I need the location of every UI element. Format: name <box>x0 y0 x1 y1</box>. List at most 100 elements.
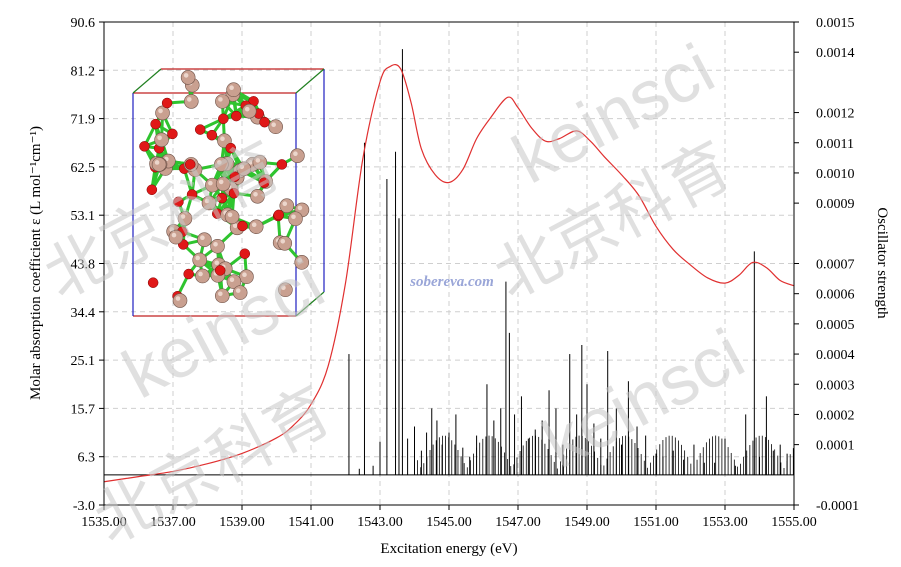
oxygen-atom <box>228 188 240 199</box>
oxygen-atom <box>139 141 150 152</box>
atom-highlight <box>235 288 241 293</box>
y-right-tick-label: 0.0007 <box>816 258 855 273</box>
oxygen-atom <box>184 159 196 170</box>
molecule-inset <box>132 68 325 317</box>
y-right-tick-label: 0.0005 <box>816 318 855 333</box>
oxygen-atom <box>194 124 206 135</box>
oxygen-atom <box>273 209 284 221</box>
metal-atom <box>248 219 264 235</box>
y-axis-left-title: Molar absorption coefficient ε (L mol⁻¹c… <box>28 126 44 400</box>
atom-highlight <box>297 205 303 211</box>
oxygen-atom <box>150 118 161 130</box>
oxygen-atom <box>225 142 237 154</box>
atom-highlight <box>220 136 225 142</box>
x-tick-label: 1545.00 <box>426 515 472 530</box>
metal-atom <box>268 119 283 135</box>
atom-highlight <box>214 260 220 266</box>
oxygen-atom <box>229 171 241 183</box>
x-tick-label: 1555.00 <box>771 515 817 530</box>
atom-highlight <box>217 291 223 297</box>
y-right-tick-label: 0.0014 <box>816 46 855 61</box>
y-right-tick-label: 0.0004 <box>816 348 855 363</box>
atom-highlight <box>218 97 223 102</box>
metal-atom <box>180 70 196 85</box>
atom-highlight <box>232 223 238 229</box>
oxygen-atom <box>259 116 270 128</box>
atom-highlight <box>183 73 189 78</box>
x-tick-label: 1541.00 <box>288 515 334 530</box>
watermarks: keinsci keinscikeinsci北京科育北京科育北京科育soberev… <box>33 29 756 557</box>
y-left-tick-label: 25.1 <box>71 354 96 369</box>
metal-atom <box>215 94 230 109</box>
y-right-tick-label: 0.0003 <box>816 378 855 393</box>
y-left-tick-label: 81.2 <box>71 64 96 79</box>
y-left-tick-label: 53.1 <box>71 209 96 224</box>
metal-atom <box>226 82 241 98</box>
oxygen-atom <box>147 277 159 288</box>
oxygen-atom <box>218 113 229 125</box>
oxygen-atom <box>183 268 194 280</box>
x-tick-label: 1553.00 <box>702 515 748 530</box>
cell-edge <box>295 68 325 94</box>
y-right-tick-label: 0.0001 <box>816 439 855 454</box>
metal-atom <box>192 252 207 268</box>
y-left-tick-label: 90.6 <box>71 16 96 31</box>
oxygen-atom <box>237 220 248 232</box>
atom-highlight <box>291 214 296 220</box>
y-right-tick-label: 0.0006 <box>816 288 855 303</box>
y-right-tick-label: 0.0015 <box>816 16 855 31</box>
oscillator-sticks <box>104 49 794 476</box>
atom-highlight <box>293 151 298 156</box>
atom-highlight <box>204 198 210 204</box>
atom-highlight <box>157 135 162 141</box>
metal-atom <box>195 268 210 284</box>
oxygen-atom <box>173 196 184 208</box>
cell-edge <box>295 291 325 317</box>
oxygen-atom <box>161 97 173 109</box>
watermark-site: sobereva.com <box>409 274 494 290</box>
atom-highlight <box>171 232 177 238</box>
oxygen-atom <box>276 159 288 170</box>
atom-highlight <box>251 222 257 228</box>
x-tick-label: 1547.00 <box>495 515 541 530</box>
atom-highlight <box>213 241 218 247</box>
x-tick-label: 1549.00 <box>564 515 610 530</box>
y-left-tick-label: 43.8 <box>71 258 96 273</box>
atom-highlight <box>180 214 186 219</box>
oxygen-atom <box>258 177 270 188</box>
atom-highlight <box>154 160 160 165</box>
atom-highlight <box>280 238 286 244</box>
cell-edge <box>132 68 162 94</box>
metal-atom <box>154 132 169 148</box>
atom-highlight <box>281 285 286 291</box>
oxygen-atom <box>146 184 158 196</box>
atom-highlight <box>229 85 234 91</box>
y-left-tick-label: -3.0 <box>73 499 95 514</box>
metal-atom <box>210 238 225 254</box>
atom-highlight <box>239 164 245 170</box>
y-left-tick-label: 6.3 <box>78 451 96 466</box>
atom-highlight <box>208 180 213 186</box>
atom-highlight <box>186 97 192 102</box>
y-left-tick-label: 34.4 <box>71 306 96 321</box>
atom-highlight <box>198 271 203 277</box>
y-axis-right-title: Oscillator strength <box>874 207 890 319</box>
y-right-tick-label: 0.0011 <box>816 137 854 152</box>
oxygen-atom <box>239 248 251 259</box>
atom-highlight <box>229 277 235 283</box>
atom-highlight <box>297 258 303 263</box>
metal-atom <box>288 211 303 227</box>
atom-highlight <box>282 201 288 207</box>
atom-highlight <box>255 158 261 163</box>
atom-highlight <box>175 296 181 301</box>
y-left-tick-label: 62.5 <box>71 161 96 176</box>
oxygen-atom <box>167 128 178 140</box>
atom-highlight <box>158 108 163 114</box>
atom-highlight <box>271 122 276 128</box>
y-right-tick-label: -0.0001 <box>816 499 859 514</box>
x-tick-label: 1537.00 <box>150 515 196 530</box>
metal-atom <box>183 94 199 109</box>
metal-atom <box>290 148 305 163</box>
x-tick-label: 1539.00 <box>219 515 265 530</box>
